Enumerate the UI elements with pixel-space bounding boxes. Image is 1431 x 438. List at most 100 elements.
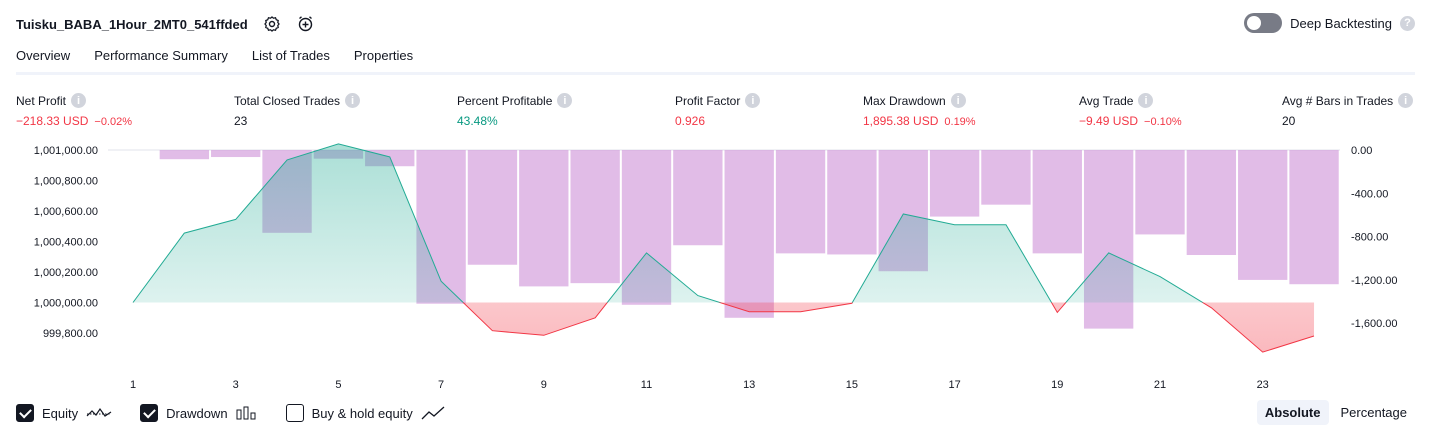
drawdown-bar[interactable] xyxy=(159,150,210,160)
x-tick-label: 23 xyxy=(1257,379,1269,391)
legend-equity-label: Equity xyxy=(42,405,79,421)
toggle-knob xyxy=(1247,16,1262,30)
y-right-tick-label: -1,600.00 xyxy=(1351,318,1397,330)
y-left-tick-label: 1,000,200.00 xyxy=(34,267,98,279)
drawdown-checkbox[interactable] xyxy=(140,404,159,422)
metric-max-drawdown: Max Drawdown i 1,895.38 USD 0.19% xyxy=(863,93,976,128)
info-icon[interactable]: i xyxy=(1398,93,1414,108)
y-left-tick-label: 1,000,800.00 xyxy=(34,176,98,188)
metric-label: Total Closed Trades xyxy=(234,93,341,108)
add-alert-clock-icon[interactable] xyxy=(296,14,316,34)
drawdown-bar[interactable] xyxy=(673,150,723,246)
x-tick-label: 21 xyxy=(1154,379,1166,391)
drawdown-bar[interactable] xyxy=(775,150,826,254)
x-tick-label: 11 xyxy=(641,379,652,391)
tab-overview[interactable]: Overview xyxy=(16,48,71,75)
info-icon[interactable]: i xyxy=(1138,93,1154,108)
x-tick-label: 13 xyxy=(743,379,755,391)
metric-value: 23 xyxy=(234,114,248,128)
buy-hold-checkbox[interactable] xyxy=(285,404,304,422)
metric-value: 1,895.38 USD xyxy=(863,114,939,128)
drawdown-bar[interactable] xyxy=(1032,150,1082,254)
metric-avg-bars-in-trades: Avg # Bars in Trades i 20 xyxy=(1282,93,1414,128)
help-icon[interactable]: ? xyxy=(1400,15,1415,31)
metric-percent: 0.19% xyxy=(944,116,976,128)
drawdown-bar[interactable] xyxy=(1135,150,1185,235)
tab-list-of-trades[interactable]: List of Trades xyxy=(251,48,330,63)
x-tick-label: 3 xyxy=(233,379,239,391)
equity-checkbox[interactable] xyxy=(16,404,34,422)
x-tick-label: 9 xyxy=(541,379,547,391)
equity-line xyxy=(132,143,1315,353)
absolute-button[interactable]: Absolute xyxy=(1256,400,1329,425)
drawdown-bar[interactable] xyxy=(519,150,569,287)
equity-line-below xyxy=(133,302,1315,353)
scale-switch: Absolute Percentage xyxy=(1256,400,1415,425)
metric-label: Max Drawdown xyxy=(863,93,946,108)
deep-backtesting-toggle[interactable] xyxy=(1244,13,1283,33)
drawdown-bar[interactable] xyxy=(1289,150,1339,285)
metric-value: 0.926 xyxy=(675,114,706,128)
equity-drawdown-chart[interactable]: 1,001,000.00 1,000,800.00 1,000,600.00 1,00… xyxy=(0,140,1431,398)
y-left-tick-label: 999,800.00 xyxy=(43,328,98,340)
metric-total-closed-trades: Total Closed Trades i 23 xyxy=(234,93,361,128)
metric-percent: −0.02% xyxy=(94,116,133,128)
percentage-button[interactable]: Percentage xyxy=(1340,405,1408,420)
settings-gear-icon[interactable] xyxy=(262,14,282,34)
metric-value: −218.33 USD xyxy=(16,114,89,128)
y-right-tick-label: -800.00 xyxy=(1351,232,1388,244)
drawdown-bar[interactable] xyxy=(929,150,980,217)
info-icon[interactable]: i xyxy=(557,93,573,108)
metric-net-profit: Net Profit i −218.33 USD −0.02% xyxy=(16,93,132,128)
info-icon[interactable]: i xyxy=(71,93,87,108)
legend-buy-hold[interactable]: Buy & hold equity xyxy=(285,404,445,422)
deep-backtesting-label: Deep Backtesting xyxy=(1290,15,1392,31)
metrics-row: Net Profit i −218.33 USD −0.02% Total Clos… xyxy=(16,93,1415,129)
drawdown-bar[interactable] xyxy=(1238,150,1288,280)
metric-value: 43.48% xyxy=(457,114,498,128)
x-tick-label: 19 xyxy=(1051,379,1063,391)
equity-area xyxy=(133,143,1315,353)
drawdown-bar[interactable] xyxy=(570,150,620,284)
x-axis: 1 3 5 7 9 11 13 15 17 19 21 23 xyxy=(130,379,1269,391)
equity-line-above xyxy=(132,143,1204,303)
drawdown-bar[interactable] xyxy=(1186,150,1237,256)
y-left-tick-label: 1,000,600.00 xyxy=(34,206,98,218)
drawdown-bar[interactable] xyxy=(724,150,774,318)
drawdown-bar[interactable] xyxy=(827,150,877,255)
strategy-title: Tuisku_BABA_1Hour_2MT0_541ffded xyxy=(16,16,248,32)
legend-equity[interactable]: Equity xyxy=(16,404,112,422)
metric-profit-factor: Profit Factor i 0.926 xyxy=(675,93,761,128)
equity-area-above xyxy=(133,143,1315,303)
x-tick-label: 15 xyxy=(846,379,858,391)
tab-bar: Overview Performance Summary List of Tra… xyxy=(16,48,413,75)
drawdown-bar[interactable] xyxy=(467,150,518,265)
tab-properties[interactable]: Properties xyxy=(353,48,414,63)
drawdown-bar[interactable] xyxy=(981,150,1031,205)
info-icon[interactable]: i xyxy=(345,93,361,108)
y-left-tick-label: 1,001,000.00 xyxy=(34,145,98,157)
tab-performance-summary[interactable]: Performance Summary xyxy=(94,48,228,63)
x-tick-label: 17 xyxy=(948,379,960,391)
x-tick-label: 5 xyxy=(335,379,341,391)
y-right-tick-label: -400.00 xyxy=(1351,188,1388,200)
x-tick-label: 7 xyxy=(438,379,444,391)
info-icon[interactable]: i xyxy=(950,93,966,108)
metric-label: Percent Profitable xyxy=(457,93,553,108)
tab-divider xyxy=(16,72,1415,75)
legend-drawdown[interactable]: Drawdown xyxy=(140,404,257,422)
metric-label: Profit Factor xyxy=(675,93,741,108)
metric-avg-trade: Avg Trade i −9.49 USD −0.10% xyxy=(1079,93,1182,128)
metric-label: Avg # Bars in Trades xyxy=(1282,93,1394,108)
y-right-tick-label: 0.00 xyxy=(1351,145,1372,157)
drawdown-bars-icon xyxy=(236,406,256,420)
metric-label: Avg Trade xyxy=(1079,93,1134,108)
equity-line-icon xyxy=(86,407,112,417)
metric-value: −9.49 USD xyxy=(1079,114,1139,128)
y-axis-left: 1,001,000.00 1,000,800.00 1,000,600.00 1,00… xyxy=(34,145,98,340)
drawdown-bar[interactable] xyxy=(211,150,261,158)
chart-legend: Equity Drawdown Buy & hold equity xyxy=(16,404,445,422)
info-icon[interactable]: i xyxy=(745,93,761,108)
buy-hold-line-icon xyxy=(421,406,445,420)
legend-buyhold-label: Buy & hold equity xyxy=(311,405,413,421)
